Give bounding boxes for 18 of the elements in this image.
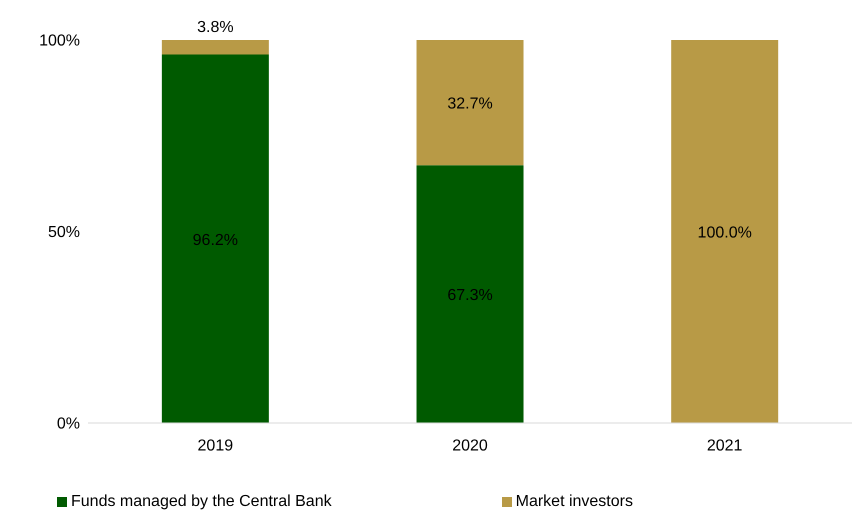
data-label: 3.8%	[197, 19, 234, 36]
y-tick-label: 50%	[48, 224, 80, 242]
y-tick-label: 0%	[56, 416, 80, 433]
data-label: 67.3%	[447, 287, 493, 304]
data-label: 100.0%	[698, 224, 752, 242]
data-label: 32.7%	[447, 96, 493, 113]
x-tick-label: 2020	[452, 437, 488, 454]
x-tick-label: 2019	[198, 437, 234, 454]
legend-label: Market investors	[516, 493, 633, 510]
bar	[162, 40, 269, 55]
data-label: 96.2%	[192, 232, 238, 249]
legend-label: Funds managed by the Central Bank	[71, 493, 332, 510]
y-tick-label: 100%	[39, 32, 80, 50]
bar	[416, 165, 524, 423]
bar	[162, 54, 269, 423]
bar	[416, 40, 524, 166]
x-tick-label: 2021	[706, 437, 743, 454]
bar	[671, 40, 778, 423]
